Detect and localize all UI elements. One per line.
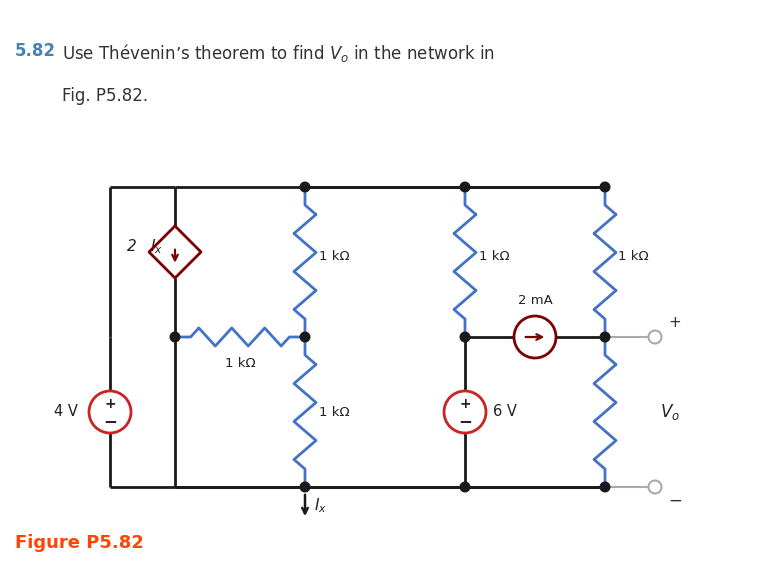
Text: +: + <box>104 397 116 411</box>
Text: Use Thévenin’s theorem to find $V_o$ in the network in: Use Thévenin’s theorem to find $V_o$ in … <box>62 42 495 64</box>
Circle shape <box>300 332 310 342</box>
Text: 2 mA: 2 mA <box>518 294 552 307</box>
Circle shape <box>601 182 610 192</box>
Circle shape <box>601 482 610 492</box>
Text: $I_x$: $I_x$ <box>314 496 327 515</box>
Circle shape <box>460 332 470 342</box>
Text: +: + <box>668 316 680 331</box>
Text: $V_o$: $V_o$ <box>660 402 680 422</box>
Text: −: − <box>458 412 472 430</box>
Text: +: + <box>459 397 471 411</box>
Circle shape <box>648 331 662 344</box>
Text: 1 kΩ: 1 kΩ <box>479 251 510 264</box>
Text: 5.82: 5.82 <box>15 42 56 60</box>
Text: 1 kΩ: 1 kΩ <box>618 251 648 264</box>
Circle shape <box>460 182 470 192</box>
Text: Figure P5.82: Figure P5.82 <box>15 534 144 552</box>
Text: −: − <box>668 492 682 510</box>
Text: 6 V: 6 V <box>493 404 517 419</box>
Text: 2: 2 <box>128 240 137 255</box>
Circle shape <box>300 182 310 192</box>
Text: −: − <box>103 412 117 430</box>
Circle shape <box>460 482 470 492</box>
Circle shape <box>170 332 180 342</box>
Circle shape <box>300 482 310 492</box>
Text: 1 kΩ: 1 kΩ <box>319 406 350 419</box>
Text: 4 V: 4 V <box>54 404 78 419</box>
Text: Fig. P5.82.: Fig. P5.82. <box>62 87 148 105</box>
Text: 1 kΩ: 1 kΩ <box>319 251 350 264</box>
Circle shape <box>601 332 610 342</box>
Text: $I_x$: $I_x$ <box>150 237 163 256</box>
Circle shape <box>648 480 662 494</box>
Text: 1 kΩ: 1 kΩ <box>225 357 255 370</box>
